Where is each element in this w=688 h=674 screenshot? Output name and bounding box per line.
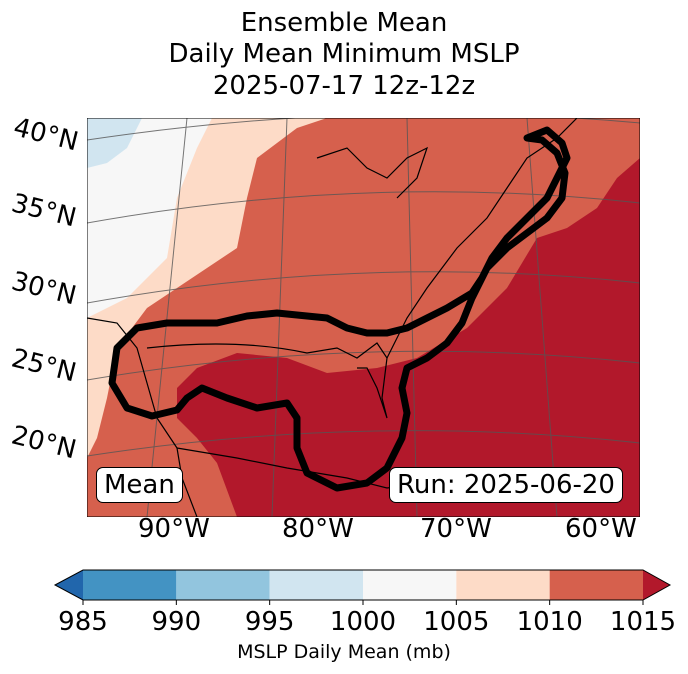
colorbar-tick-label: 995: [244, 607, 295, 637]
lat-label-35n: 35°N: [8, 188, 80, 234]
map: [87, 118, 640, 517]
colorbar-extend-low: [55, 570, 83, 600]
lon-label-60w: 60°W: [565, 514, 637, 544]
contour-1015: [108, 126, 571, 492]
title-line-2: Daily Mean Minimum MSLP: [168, 39, 520, 69]
colorbar-segment: [176, 570, 270, 600]
colorbar-tick-label: 990: [151, 607, 202, 637]
lon-label-80w: 80°W: [282, 514, 354, 544]
colorbar-tick-label: 1000: [329, 607, 397, 637]
colorbar-label: MSLP Daily Mean (mb): [237, 641, 451, 663]
title-line-3: 2025-07-17 12z-12z: [212, 71, 476, 101]
colorbar-tick-label: 985: [58, 607, 108, 637]
title-line-1: Ensemble Mean: [240, 8, 448, 38]
lat-label-25n: 25°N: [8, 343, 80, 389]
lat-label-40n: 40°N: [10, 112, 82, 158]
lat-label-30n: 30°N: [8, 266, 80, 312]
colorbar-extend-high: [643, 570, 670, 600]
colorbar-segment: [83, 570, 177, 600]
colorbar-tick-label: 1005: [423, 607, 490, 637]
colorbar-segment: [269, 570, 363, 600]
colorbar-tick-label: 1015: [609, 607, 677, 637]
colorbar-segment: [363, 570, 457, 600]
pressure-1000-fill: [87, 118, 212, 318]
colorbar-segment: [549, 570, 643, 600]
colorbar-tick-label: 1010: [516, 607, 583, 637]
pressure-995-fill: [87, 118, 142, 168]
colorbar: [53, 569, 672, 605]
lon-label-70w: 70°W: [420, 514, 492, 544]
colorbar-segment: [456, 570, 550, 600]
mean-label-box: Mean: [96, 467, 183, 503]
lon-label-90w: 90°W: [138, 514, 210, 544]
run-date-box: Run: 2025-06-20: [389, 467, 623, 503]
lat-label-20n: 20°N: [8, 420, 80, 466]
